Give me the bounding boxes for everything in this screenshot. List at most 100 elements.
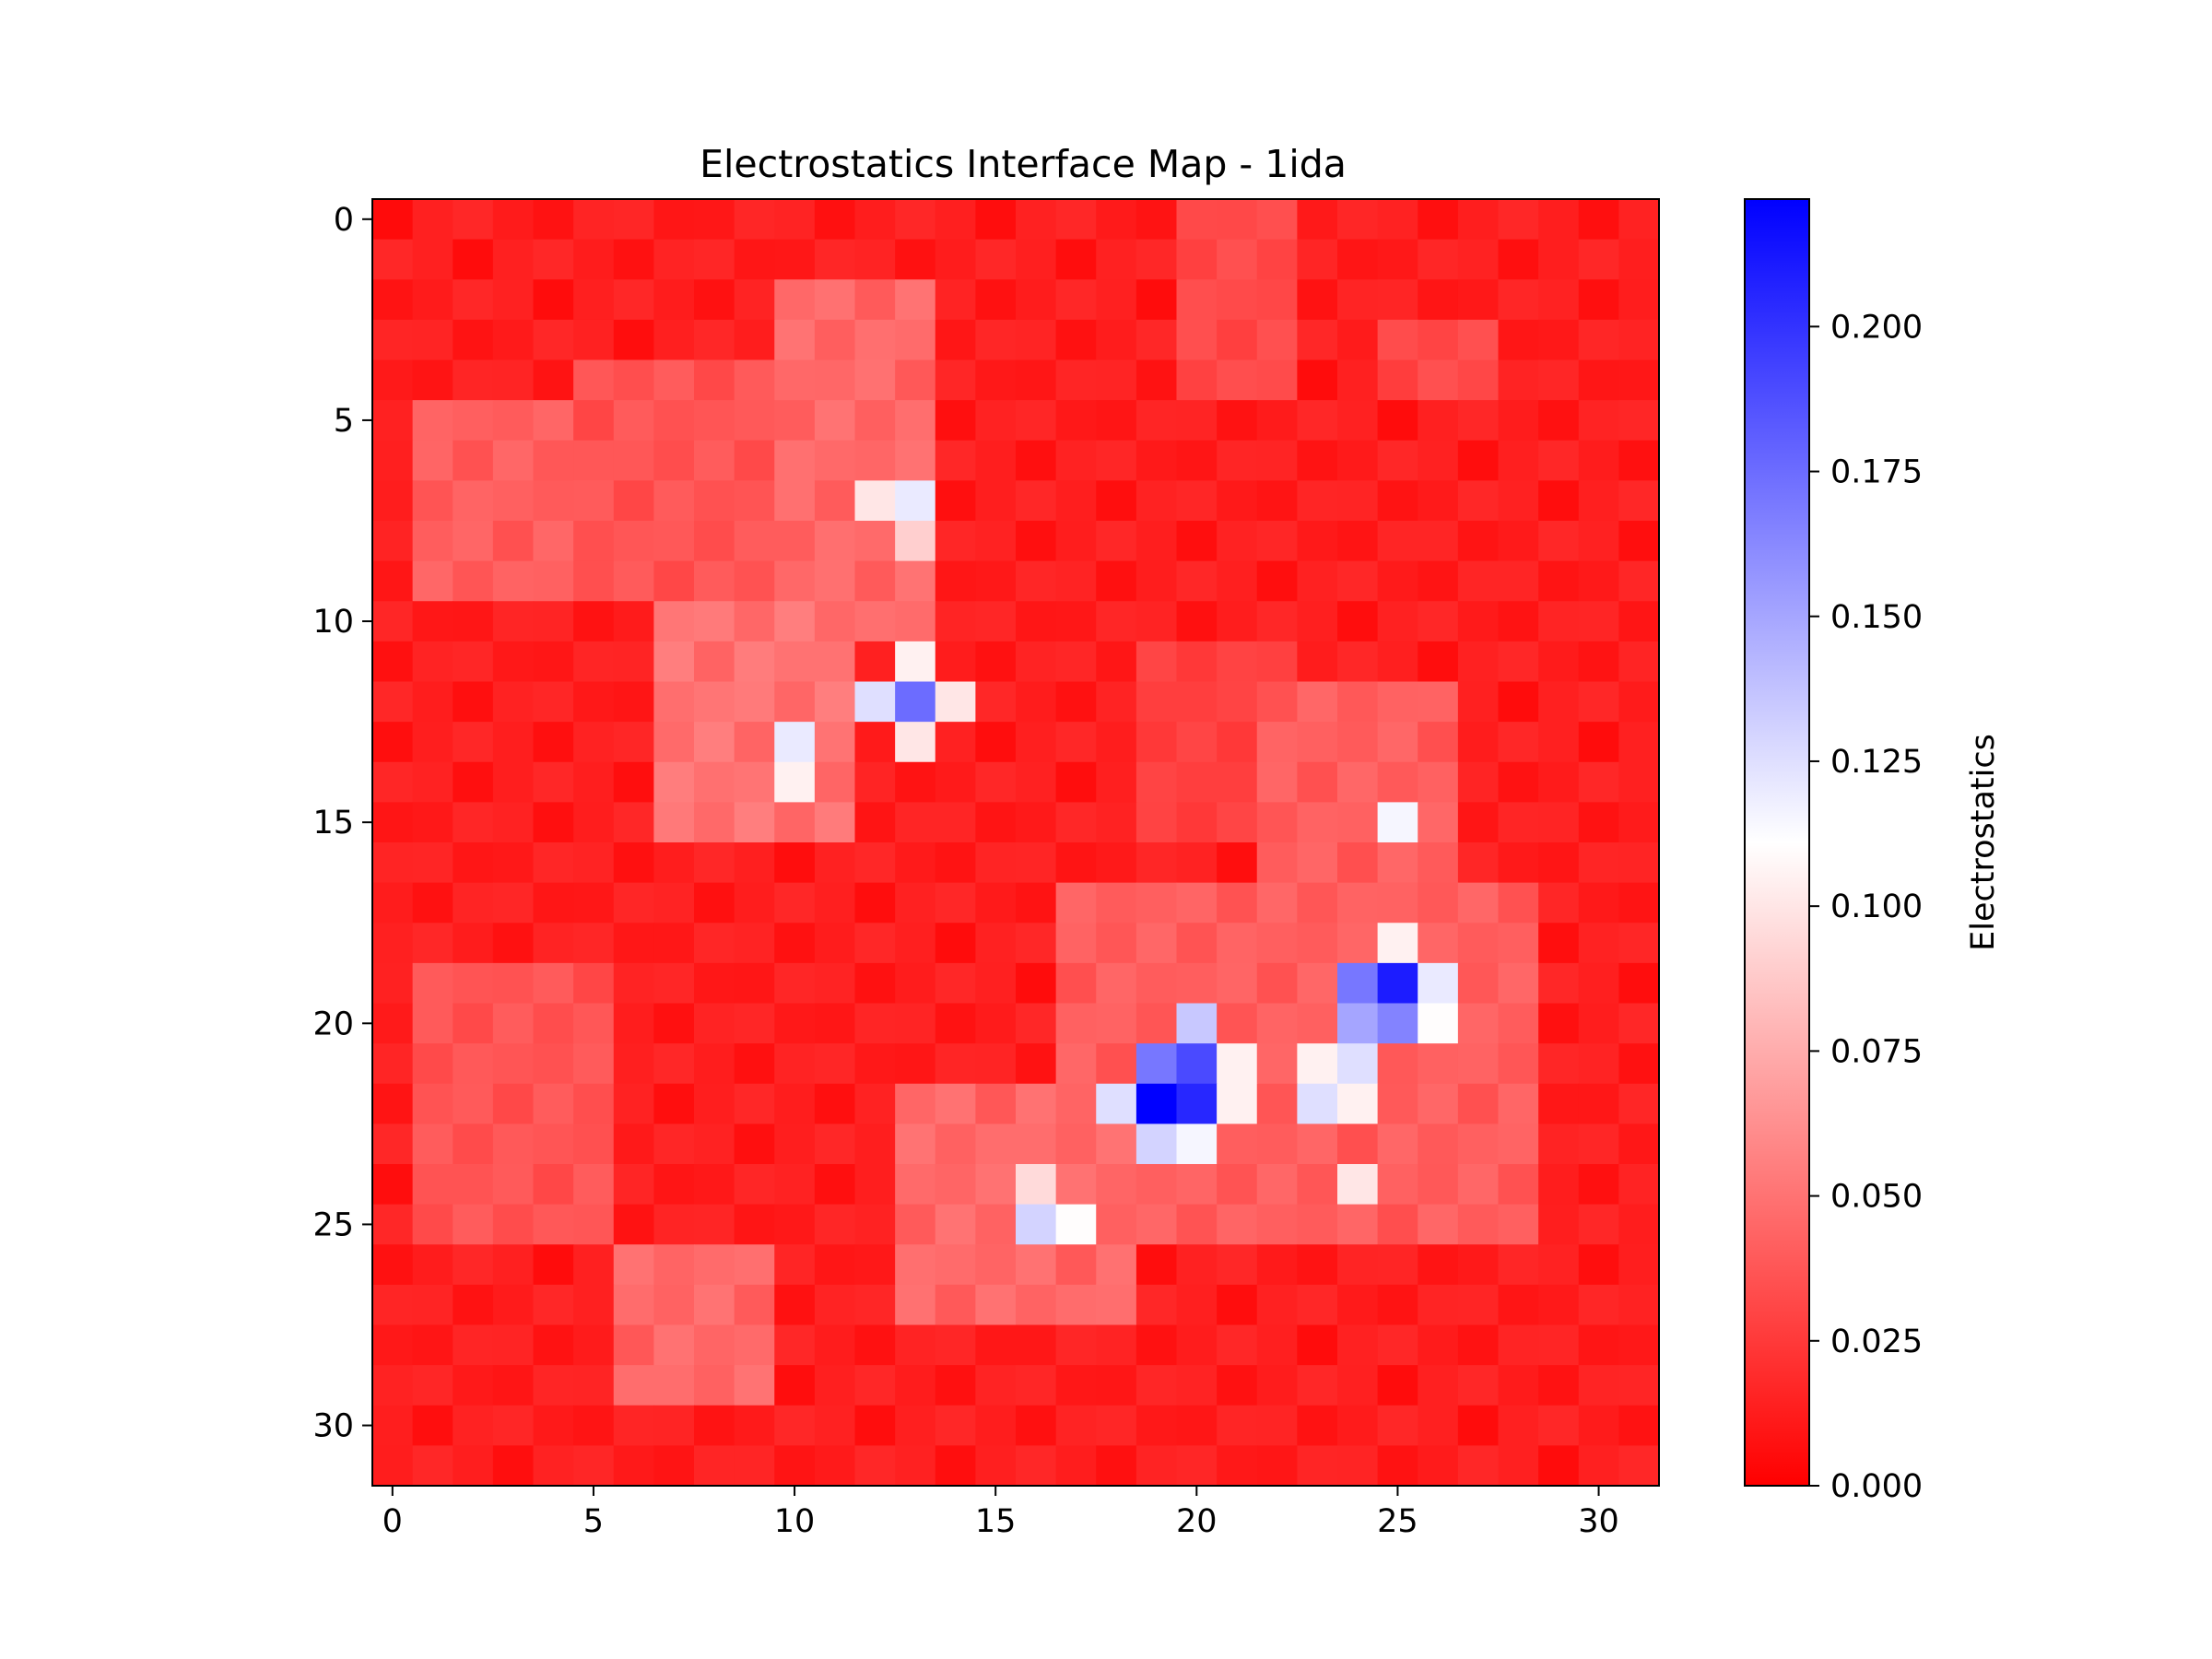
heatmap-cell [1498,1445,1539,1487]
heatmap-cell [774,842,816,884]
heatmap-cell [734,1445,775,1487]
heatmap-cell [1377,722,1418,763]
heatmap-cell [814,641,856,683]
heatmap-cell [412,1164,453,1206]
heatmap-cell [1457,560,1500,602]
heatmap-cell [412,1083,453,1124]
heatmap-cell [1457,1204,1500,1245]
heatmap-cell [573,761,615,803]
heatmap-cell [1217,882,1258,924]
heatmap-cell [1618,400,1660,441]
heatmap-cell [1217,1043,1258,1085]
heatmap-cell [1135,1445,1178,1487]
heatmap-cell [1418,1164,1459,1206]
heatmap-cell [533,560,574,602]
heatmap-cell [1377,480,1418,522]
heatmap-cell [935,1003,976,1044]
heatmap-cell [935,319,976,361]
heatmap-cell [1096,279,1137,321]
heatmap-cell [533,319,574,361]
heatmap-cell [653,199,695,241]
heatmap-cell [694,1003,735,1044]
heatmap-cell [814,681,856,723]
heatmap-cell [1418,882,1459,924]
heatmap-cell [935,199,976,241]
heatmap-cell [372,279,414,321]
heatmap-cell [1096,560,1137,602]
heatmap-cell [1498,319,1539,361]
heatmap-cell [854,440,896,481]
heatmap-cell [1297,681,1338,723]
heatmap-cell [1016,1244,1057,1286]
heatmap-cell [613,239,654,280]
heatmap-cell [734,761,775,803]
heatmap-cell [1176,521,1218,562]
heatmap-cell [533,923,574,964]
heatmap-cell [412,1244,453,1286]
heatmap-cell [453,1043,494,1085]
heatmap-cell [1578,641,1619,683]
heatmap-cell [734,1204,775,1245]
heatmap-cell [734,802,775,843]
heatmap-cell [975,962,1017,1005]
heatmap-cell [1256,1365,1298,1406]
heatmap-cell [573,1204,615,1245]
heatmap-cell [854,1003,896,1044]
heatmap-cell [895,1204,936,1245]
heatmap-cell [895,1164,936,1206]
heatmap-cell [1135,279,1178,321]
y-tick-label: 20 [312,1006,354,1042]
heatmap-cell [1016,199,1057,241]
heatmap-cell [1377,1043,1418,1085]
heatmap-cell [1457,641,1500,683]
heatmap-cell [1135,1284,1178,1326]
heatmap-cell [1055,1405,1097,1446]
heatmap-cell [573,923,615,964]
heatmap-cell [975,1043,1017,1085]
heatmap-cell [453,359,494,401]
heatmap-cell [492,440,535,481]
heatmap-cell [412,761,453,803]
heatmap-cell [1096,641,1137,683]
heatmap-cell [694,1405,735,1446]
heatmap-cell [774,1043,816,1085]
heatmap-cell [412,1124,453,1165]
heatmap-cell [412,319,453,361]
heatmap-cell [533,279,574,321]
heatmap-cell [1055,1204,1097,1245]
heatmap-cell [1578,962,1619,1005]
heatmap-cell [1055,1365,1097,1406]
heatmap-cell [1498,1405,1539,1446]
heatmap-cell [1176,923,1218,964]
heatmap-cell [653,359,695,401]
heatmap-cell [854,1244,896,1286]
heatmap-cell [1055,480,1097,522]
heatmap-cell [814,761,856,803]
heatmap-cell [653,601,695,642]
heatmap-cell [935,1365,976,1406]
heatmap-cell [1217,681,1258,723]
heatmap-cell [453,1405,494,1446]
heatmap-cell [1176,199,1218,241]
heatmap-cell [1377,279,1418,321]
heatmap-cell [1618,560,1660,602]
heatmap-cell [1016,722,1057,763]
heatmap-cell [1618,279,1660,321]
heatmap-cell [1457,601,1500,642]
heatmap-cell [412,199,453,241]
heatmap-cell [613,1003,654,1044]
heatmap-cell [533,1244,574,1286]
heatmap-cell [814,1164,856,1206]
heatmap-cell [1256,560,1298,602]
heatmap-cell [935,1124,976,1165]
heatmap-cell [573,842,615,884]
heatmap-cell [975,761,1017,803]
heatmap-cell [1578,923,1619,964]
heatmap-cell [1538,521,1580,562]
heatmap-cell [1578,1003,1619,1044]
heatmap-cell [1377,842,1418,884]
y-tick-label: 30 [312,1408,354,1445]
colorbar-tick-label: 0.125 [1830,744,1923,781]
heatmap-cell [1578,239,1619,280]
heatmap-cell [1217,761,1258,803]
